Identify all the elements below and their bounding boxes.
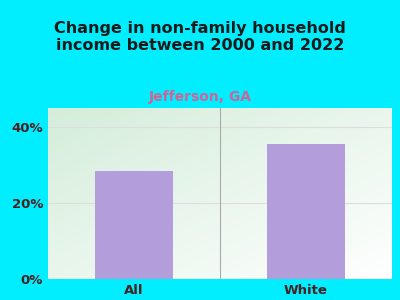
Text: Change in non-family household
income between 2000 and 2022: Change in non-family household income be… xyxy=(54,21,346,53)
Bar xyxy=(95,171,173,279)
Text: Jefferson, GA: Jefferson, GA xyxy=(148,90,252,104)
Bar xyxy=(267,144,345,279)
